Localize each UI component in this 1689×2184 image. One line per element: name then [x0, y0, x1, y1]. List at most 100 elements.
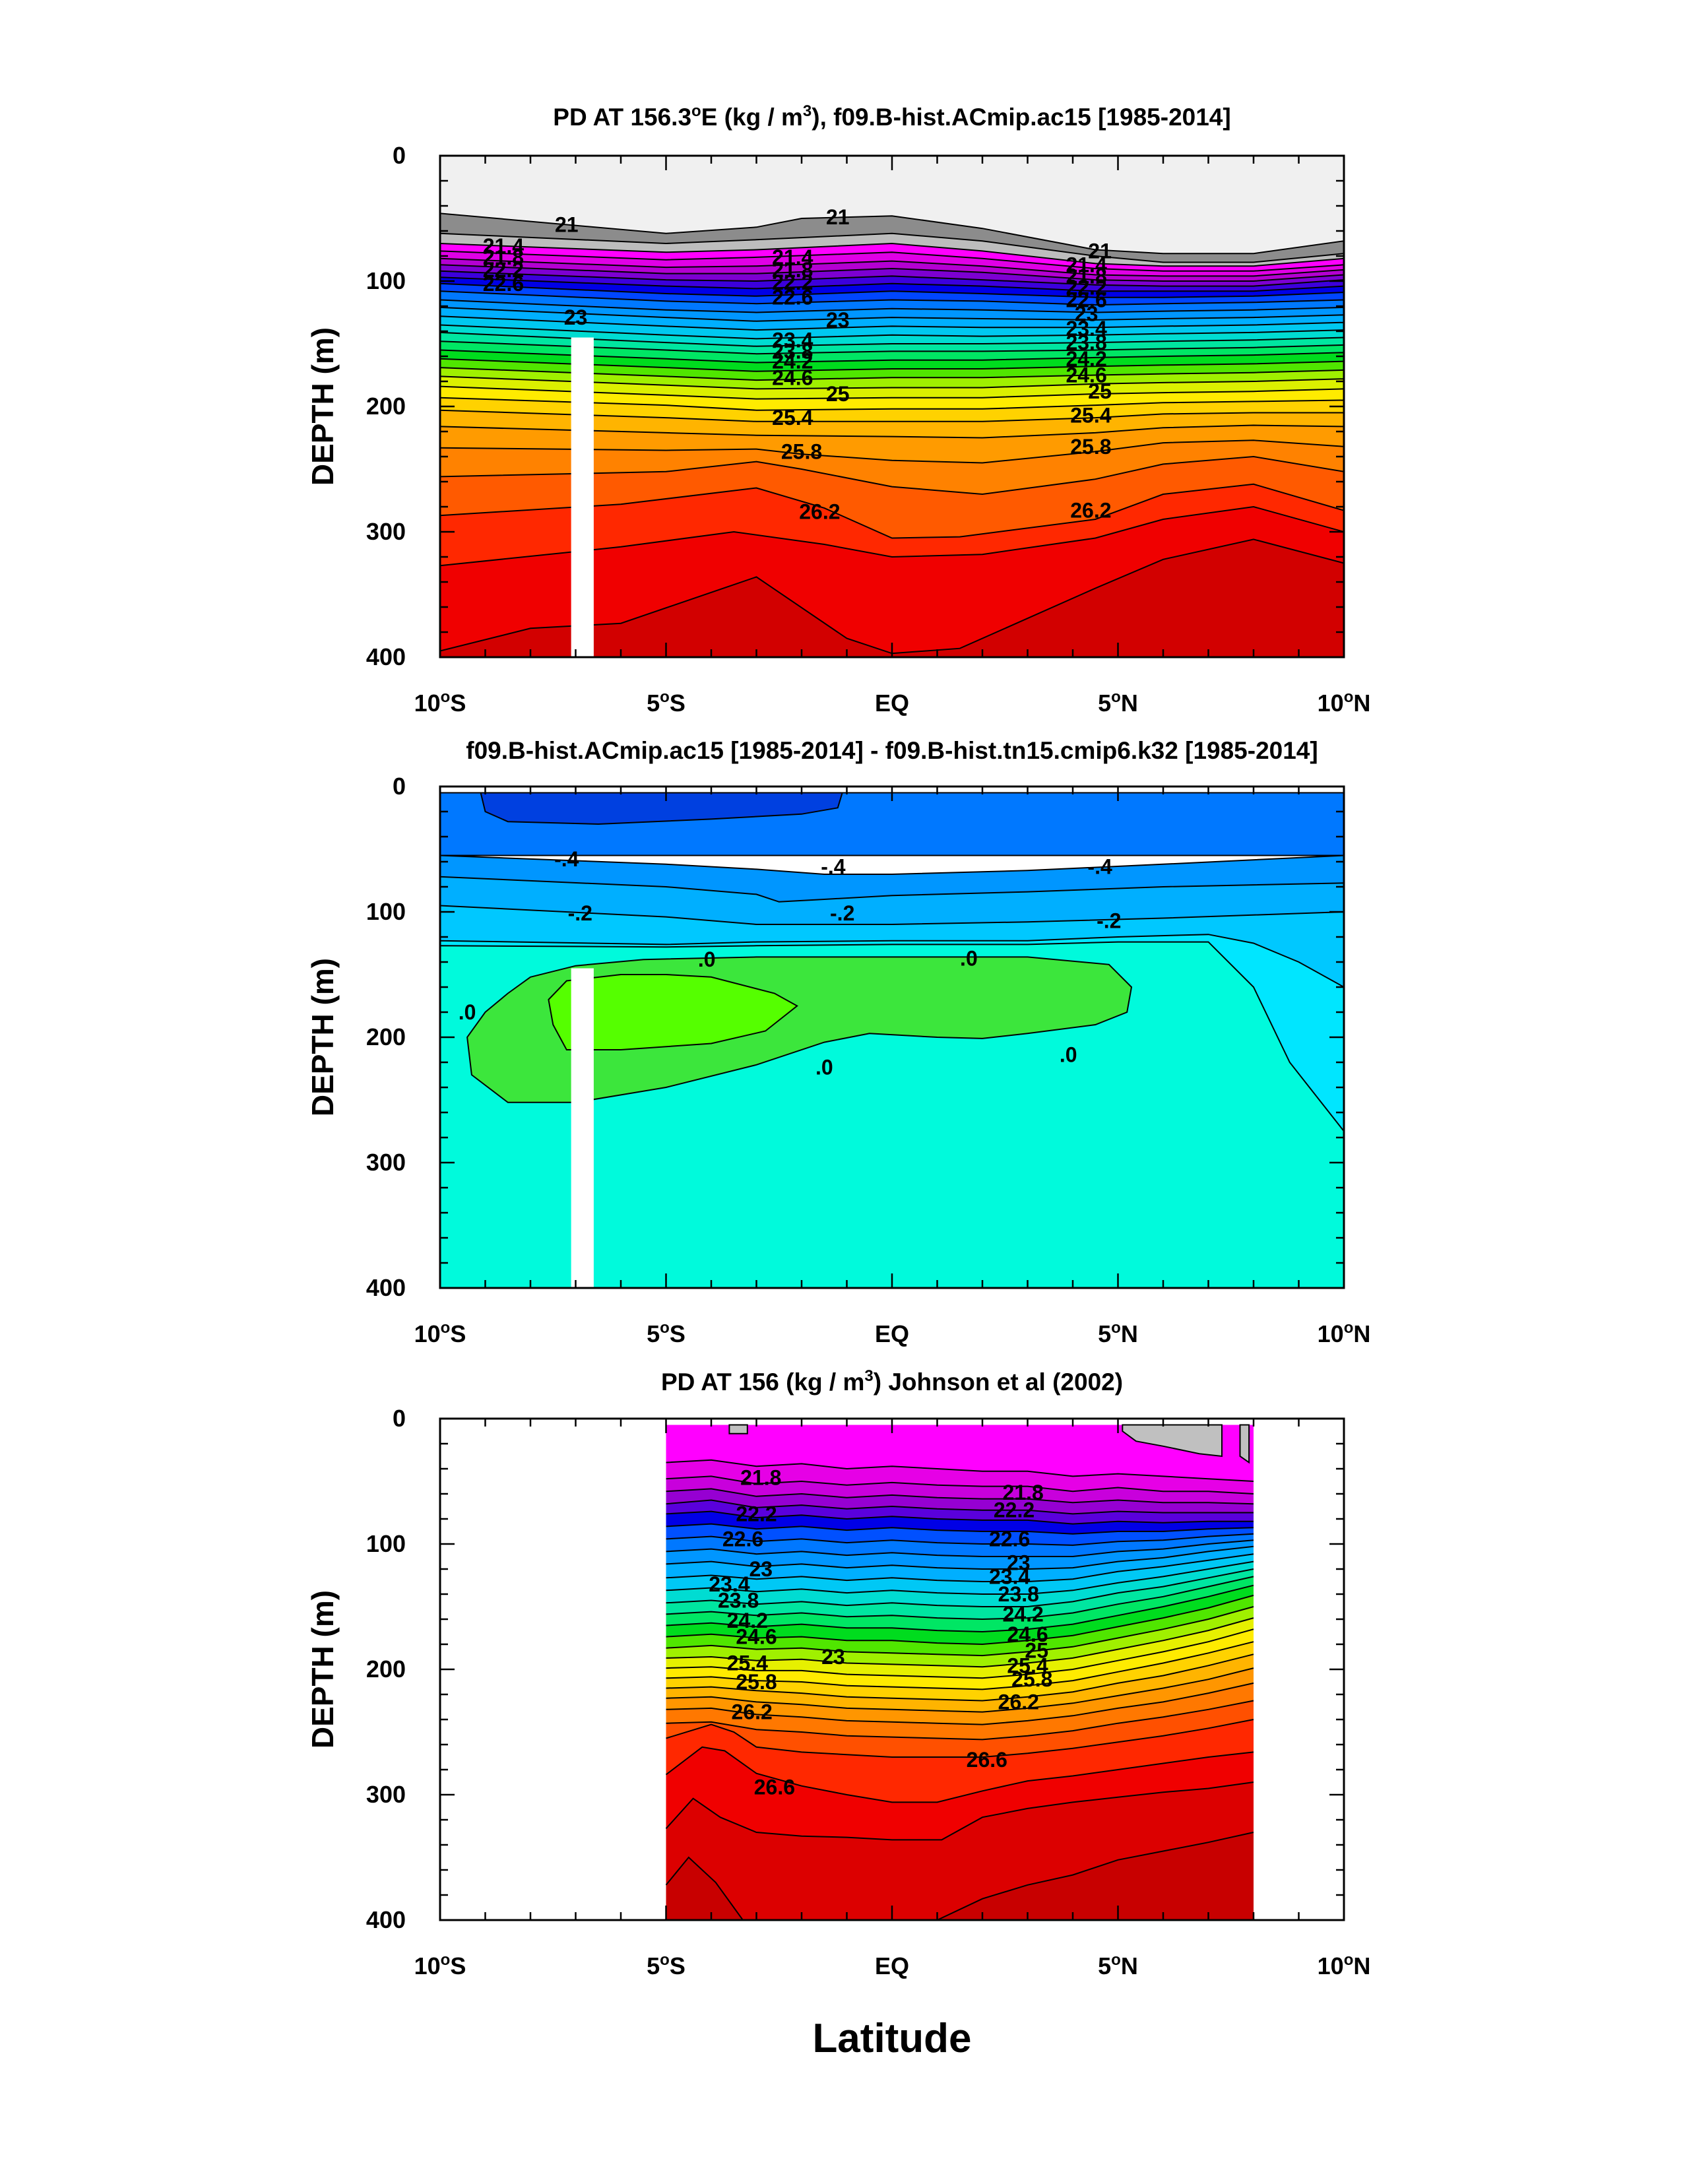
- panel1-contour-22.8: [440, 290, 1344, 306]
- panel-density-difference: f09.B-hist.ACmip.ac15 [1985-2014] - f09.…: [305, 737, 1370, 1347]
- panel1-x-tick-label: 5oS: [647, 688, 685, 717]
- panel1-contour-label: 22.6: [1066, 288, 1106, 312]
- panel1-contour-label: 22.6: [483, 272, 524, 296]
- panel3-contour-24.8: [666, 1617, 1254, 1668]
- panel2-x-tick-label: 10oN: [1318, 1319, 1371, 1347]
- panel3-x-tick-label: 5oN: [1098, 1951, 1138, 1979]
- panel1-missing-data-column: [571, 337, 594, 657]
- panel-model-density: PD AT 156.3oE (kg / m3), f09.B-hist.ACmi…: [305, 102, 1370, 717]
- panel1-contour-26.2: [440, 483, 1344, 539]
- panel1-density-fill: [440, 156, 1344, 657]
- panel3-contour-24.4: [666, 1594, 1254, 1646]
- panel3-contour-label: 24.6: [736, 1625, 777, 1649]
- panel3-x-tick-label: EQ: [875, 1952, 909, 1979]
- panel3-band-26.8: [666, 1832, 1254, 1920]
- panel3-contour-22: [666, 1488, 1254, 1505]
- panel2-contour-label: .0: [815, 1056, 833, 1079]
- panel1-contour-23: [440, 299, 1344, 313]
- panel3-title: PD AT 156 (kg / m3) Johnson et al (2002): [661, 1367, 1123, 1396]
- panel2-contour-label: -.4: [821, 855, 846, 879]
- panel2-contour-label: .0: [698, 947, 716, 971]
- panel2-y-axis-label: DEPTH (m): [305, 958, 340, 1116]
- panel3-contour-label: 23: [821, 1645, 845, 1669]
- panel1-contour-26.4: [440, 505, 1344, 567]
- panel3-y-tick-label: 300: [366, 1781, 406, 1808]
- panel2-missing-data-column: [571, 968, 594, 1288]
- panel-observed-density: PD AT 156 (kg / m3) Johnson et al (2002)…: [305, 1367, 1370, 1979]
- panel1-contour-label: 22.2: [483, 258, 524, 282]
- panel3-contour-label: 22.2: [736, 1502, 777, 1526]
- panel1-contour-label: 24.2: [1066, 347, 1106, 371]
- panel3-y-tick-label: 100: [366, 1530, 406, 1557]
- panel1-contour-22: [440, 264, 1344, 282]
- panel3-contour-label: 25.8: [736, 1670, 777, 1694]
- panel3-contour-label: 24.2: [727, 1609, 768, 1632]
- panel2-x-tick-label: 5oN: [1098, 1319, 1138, 1347]
- panel2-contour-label: -.4: [1087, 855, 1112, 879]
- panel1-contour-24.2: [440, 349, 1344, 364]
- panel1-contour-label: 21.8: [772, 258, 813, 282]
- panel3-contour-23.6: [666, 1560, 1254, 1595]
- panel3-contour-label: 23.4: [709, 1572, 749, 1596]
- panel1-contour-label: 25.4: [1070, 403, 1111, 427]
- panel2-contour-label: -.2: [1097, 909, 1121, 932]
- panel3-gray-patch-0: [1122, 1424, 1223, 1458]
- panel1-contour-label: 24.6: [1066, 364, 1106, 387]
- panel3-contour-label: 22.2: [994, 1498, 1035, 1522]
- panel3-contour-24: [666, 1576, 1254, 1621]
- panel3-contour-25.2: [666, 1641, 1254, 1690]
- panel3-y-tick-label: 0: [393, 1405, 406, 1432]
- panel3-contour-label: 25.8: [1011, 1667, 1052, 1691]
- panel3-contour-label: 23.8: [718, 1589, 759, 1613]
- panel2-x-tick-label: 10oS: [414, 1319, 466, 1347]
- panel3-contour-label: 26.2: [998, 1690, 1039, 1714]
- panel1-x-tick-label: EQ: [875, 690, 909, 717]
- panel1-contour-25: [440, 385, 1344, 400]
- panel1-y-tick-label: 300: [366, 518, 406, 545]
- panel2-region-6: [480, 792, 844, 825]
- panel1-contour-25.2: [440, 397, 1344, 411]
- panel3-contour-label: 24.6: [1007, 1622, 1048, 1646]
- panel1-contour-label: 21: [826, 205, 850, 229]
- panel2-contour-labels: -.4 -.4 -.4 -.2 -.2 -.2 .0 .0 .0 .0 .0: [459, 847, 1122, 1079]
- panel1-contour-label: 25.8: [781, 439, 822, 463]
- panel1-y-axis-label: DEPTH (m): [305, 327, 340, 486]
- panel3-x-tick-label: 5oS: [647, 1951, 685, 1979]
- panel3-contour-label: 25.4: [1007, 1654, 1048, 1677]
- panel1-band-26.6: [440, 539, 1344, 657]
- panel1-x-tick-label: 5oN: [1098, 688, 1138, 717]
- panel1-contour-23.6: [440, 324, 1344, 340]
- panel3-contour-label: 25: [1025, 1639, 1048, 1663]
- panel1-contour-24.8: [440, 375, 1344, 390]
- panel3-contour-26.4: [665, 1746, 1254, 1803]
- panel1-axes: 0 100 200 300 400 10oS 5oS EQ 5oN 10oN DEPTH (m): [305, 142, 1370, 717]
- panel2-difference-fill: [440, 792, 1344, 1288]
- panel3-contour-label: 21.8: [1003, 1481, 1044, 1504]
- panel1-contour-label: 26.2: [799, 500, 840, 524]
- panel3-x-tick-label: 10oN: [1318, 1951, 1371, 1979]
- panel3-contour-label: 26.2: [732, 1700, 773, 1724]
- panel3-contour-label: 23.4: [989, 1564, 1030, 1588]
- panel1-contour-label: 23.8: [772, 339, 813, 363]
- panel1-contour-25.4: [440, 409, 1344, 422]
- panel1-contour-24.6: [440, 367, 1344, 381]
- panel1-y-tick-label: 200: [366, 393, 406, 420]
- panel1-contour-label: 21: [555, 213, 579, 237]
- panel3-contour-26.8: [665, 1832, 1254, 1920]
- panel1-contour-25.6: [440, 424, 1344, 439]
- panel1-contour-26: [440, 455, 1344, 496]
- panel3-contour-25: [666, 1628, 1254, 1679]
- panel3-contour-26.2: [666, 1719, 1254, 1758]
- panel3-contour-23.2: [666, 1545, 1254, 1570]
- panel1-contour-label: 21.4: [772, 245, 813, 269]
- panel2-contour-label: -.4: [554, 847, 579, 871]
- panel2-y-tick-label: 200: [366, 1023, 406, 1050]
- panel3-contour-25.8: [666, 1682, 1254, 1725]
- panel3-contour-label: 23.8: [998, 1582, 1039, 1606]
- panel2-x-tick-label: 5oS: [647, 1319, 685, 1347]
- panel3-contour-label: 26.6: [754, 1776, 795, 1799]
- panel3-y-tick-label: 200: [366, 1655, 406, 1683]
- panel3-contour-21.6: [666, 1459, 1254, 1482]
